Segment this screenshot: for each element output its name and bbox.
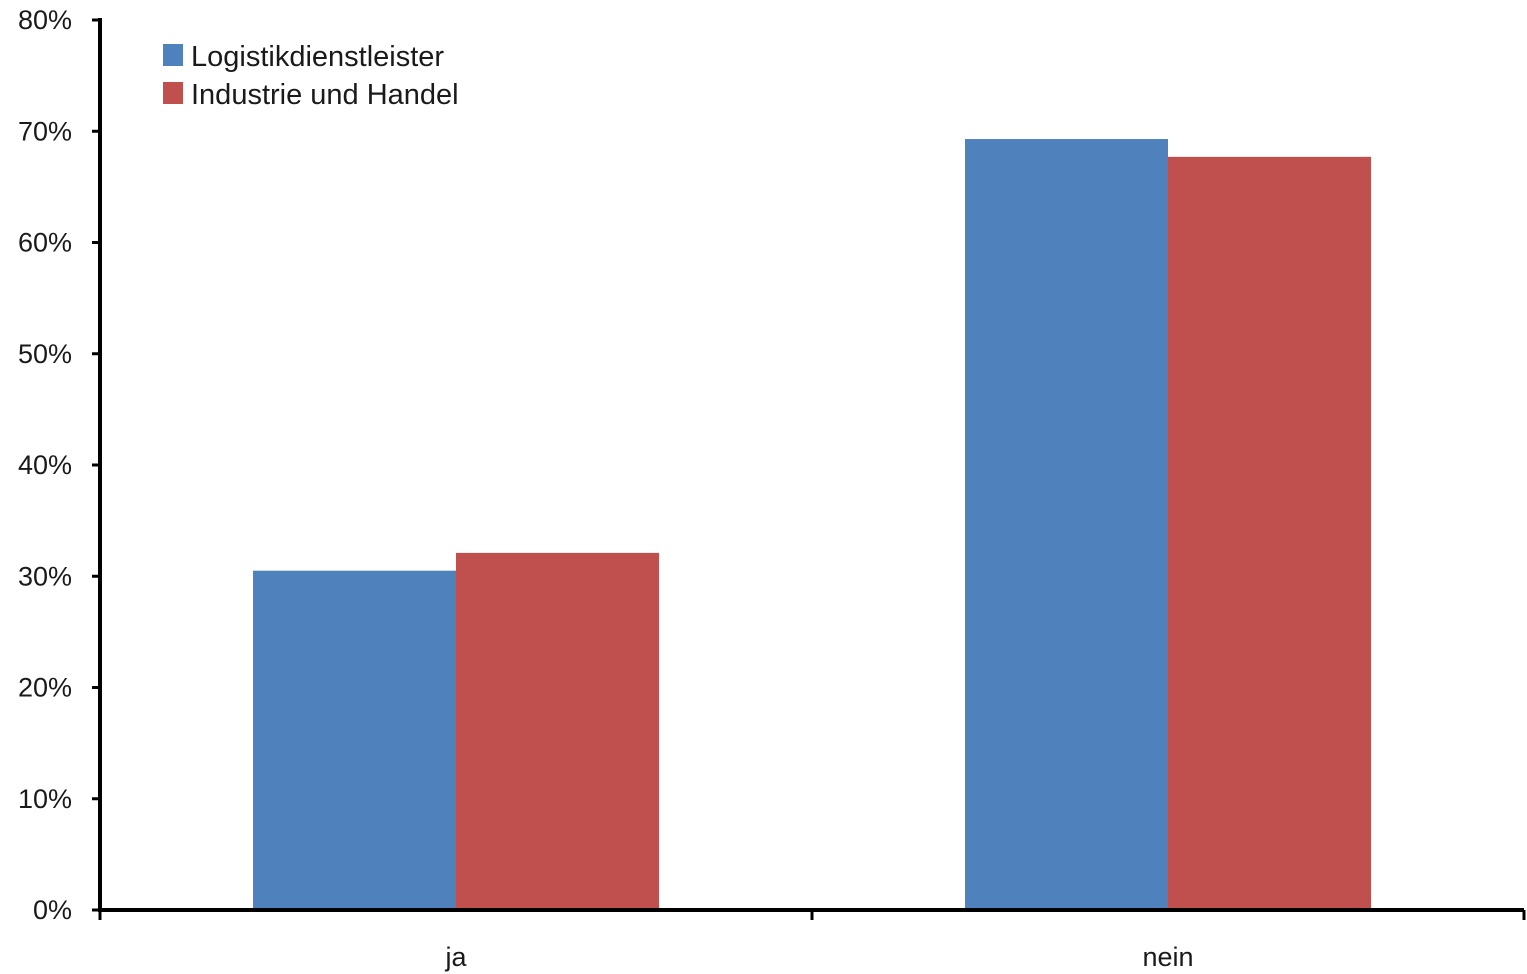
y-tick-label: 30%: [18, 561, 72, 591]
bars-group: [253, 139, 1371, 911]
bar-ja-2: [456, 552, 659, 910]
y-tick-label: 80%: [18, 5, 72, 35]
x-category-label: nein: [1142, 942, 1193, 972]
bar-ja-1: [253, 570, 456, 910]
bar-nein-2: [1168, 156, 1371, 910]
y-tick-label: 60%: [18, 228, 72, 258]
y-tick-label: 0%: [33, 895, 72, 925]
legend-swatch: [163, 44, 183, 66]
y-tick-label: 70%: [18, 116, 72, 146]
y-tick-label: 50%: [18, 339, 72, 369]
x-ticks-group: ja nein: [98, 910, 1526, 972]
y-tick-label: 10%: [18, 784, 72, 814]
bar-nein-1: [965, 139, 1168, 911]
y-tick-label: 40%: [18, 450, 72, 480]
x-category-label: ja: [444, 942, 467, 972]
y-ticks-group: 0% 10% 20% 30% 40% 50% 60% 70% 80%: [18, 5, 100, 925]
legend: Logistikdienstleister Industrie und Hande…: [163, 41, 459, 111]
legend-swatch: [163, 82, 183, 104]
legend-label: Logistikdienstleister: [191, 41, 444, 73]
y-tick-label: 20%: [18, 673, 72, 703]
legend-label: Industrie und Handel: [191, 79, 459, 111]
